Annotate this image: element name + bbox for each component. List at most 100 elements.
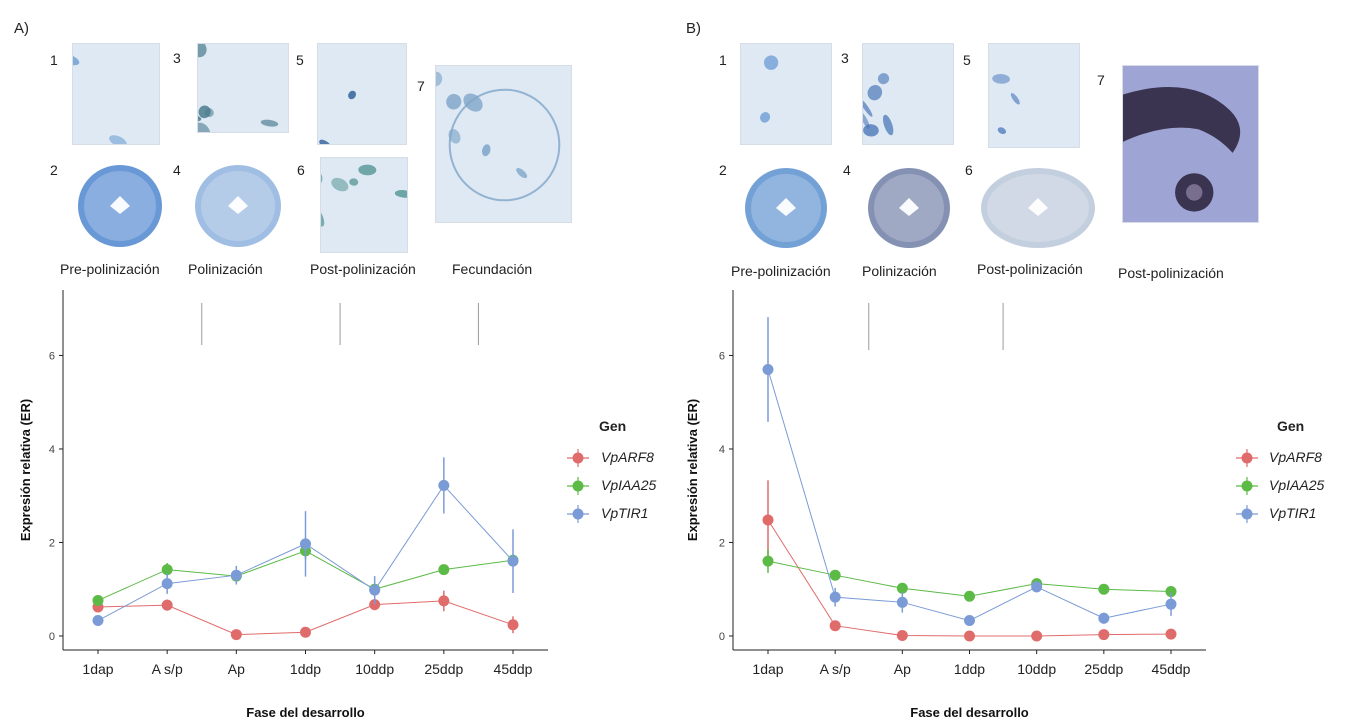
data-point-vpiaa25: [1165, 586, 1177, 598]
data-point-vparf8: [230, 629, 242, 641]
panel-a-line-chart: 0 2 4 6 1dap A s/p Ap 1ddp 10ddp 25ddp 45ddp Fase d…: [18, 290, 548, 720]
x-tick-label: Ap: [894, 661, 911, 677]
data-point-vparf8: [507, 619, 519, 631]
x-tick-label: 1ddp: [954, 661, 985, 677]
y-tick-label: 2: [49, 537, 55, 549]
panel-a-legend-label-vptir1: VpTIR1: [601, 505, 649, 521]
panel-b-image-6-number: 6: [965, 162, 973, 178]
panel-a-image-6-number: 6: [297, 162, 305, 178]
data-point-vptir1: [507, 555, 519, 567]
data-point-vparf8: [1165, 628, 1177, 640]
data-point-vparf8: [300, 626, 311, 638]
data-point-vptir1: [762, 363, 774, 375]
panel-a-image-7-number: 7: [417, 78, 425, 94]
panel-a-image-3-number: 3: [173, 50, 181, 66]
panel-b-stage-post-pollination: Post-polinización: [977, 261, 1083, 277]
panel-b-micrograph-7: [1122, 65, 1259, 223]
data-point-vptir1: [1098, 612, 1110, 624]
panel-a-image-4-number: 4: [173, 162, 181, 178]
data-point-vparf8: [829, 620, 841, 632]
x-tick-label: A s/p: [820, 661, 851, 677]
y-tick-label: 2: [719, 537, 725, 549]
x-tick-label: 10ddp: [355, 661, 394, 677]
x-axis-label: Fase del desarrollo: [910, 705, 1029, 720]
y-axis-label: Expresión relativa (ER): [18, 399, 33, 541]
panel-a-label: A): [14, 20, 29, 37]
panel-b-micrograph-2: [742, 165, 830, 251]
panel-a-micrograph-3: [197, 43, 289, 133]
panel-a-micrograph-7: [435, 65, 572, 223]
panel-a-stage-post-pollination: Post-polinización: [310, 261, 416, 277]
data-point-vpiaa25: [829, 569, 841, 581]
panel-b-legend-label-vparf8: VpARF8: [1269, 449, 1322, 465]
x-tick-label: 1dap: [82, 661, 113, 677]
data-point-vpiaa25: [92, 594, 104, 606]
panel-b-line-chart: 0 2 4 6 1dap A s/p Ap 1ddp 10ddp 25ddp 45ddp Fase d…: [685, 290, 1206, 720]
panel-a-image-2-number: 2: [50, 162, 58, 178]
data-point-vpiaa25: [161, 564, 173, 576]
data-point-vptir1: [438, 479, 450, 491]
data-point-vparf8: [438, 595, 450, 607]
panel-a-micrograph-2: [75, 162, 165, 250]
data-point-vptir1: [1031, 581, 1043, 593]
data-point-vptir1: [369, 584, 381, 596]
panel-a-micrograph-1: [72, 43, 160, 145]
data-point-vparf8: [161, 599, 173, 611]
y-tick-label: 4: [719, 444, 725, 456]
y-tick-label: 6: [49, 350, 55, 362]
y-tick-label: 0: [49, 631, 55, 643]
data-point-vparf8: [1098, 629, 1110, 641]
panel-b-stage-post-pollination-2: Post-polinización: [1118, 265, 1224, 281]
x-tick-label: 10ddp: [1017, 661, 1056, 677]
x-tick-label: Ap: [228, 661, 245, 677]
panel-a-legend-key-vptir1: [567, 505, 589, 523]
panel-a-legend-key-vpiaa25: [567, 477, 589, 495]
panel-b-legend-title: Gen: [1277, 418, 1305, 434]
panel-b-image-4-number: 4: [843, 162, 851, 178]
panel-b-legend-label-vpiaa25: VpIAA25: [1269, 477, 1325, 493]
panel-b-micrograph-3: [862, 43, 954, 145]
data-point-vpiaa25: [964, 590, 975, 602]
panel-b-label: B): [686, 20, 701, 37]
data-point-vparf8: [964, 630, 975, 642]
x-tick-label: 45ddp: [494, 661, 533, 677]
panel-b-image-2-number: 2: [719, 162, 727, 178]
panel-a-image-1-number: 1: [50, 52, 58, 68]
x-axis-label: Fase del desarrollo: [246, 705, 365, 720]
data-point-vptir1: [300, 538, 311, 550]
data-point-vptir1: [230, 569, 242, 581]
panel-b-image-3-number: 3: [841, 50, 849, 66]
y-tick-label: 6: [719, 350, 725, 362]
panel-a-stage-fertilization: Fecundación: [452, 261, 533, 277]
panel-a-stage-pre-pollination: Pre-polinización: [60, 261, 160, 277]
x-tick-label: 25ddp: [424, 661, 463, 677]
x-tick-label: A s/p: [152, 661, 183, 677]
y-tick-label: 4: [49, 444, 55, 456]
y-tick-label: 0: [719, 631, 725, 643]
panel-a-stage-pollination: Polinización: [188, 261, 263, 277]
y-axis-label: Expresión relativa (ER): [685, 399, 700, 541]
panel-a-legend-title: Gen: [599, 418, 627, 434]
x-tick-label: 1ddp: [290, 661, 321, 677]
data-point-vptir1: [92, 615, 104, 627]
panel-a-micrograph-5: [317, 43, 407, 145]
data-point-vpiaa25: [762, 555, 774, 567]
series-line-vptir1: [767, 369, 1172, 622]
data-point-vptir1: [161, 578, 173, 590]
panel-b-stage-pre-pollination: Pre-polinización: [731, 263, 831, 279]
data-point-vparf8: [369, 599, 381, 611]
panel-a-micrograph-6: [320, 157, 408, 253]
panel-b-micrograph-5: [988, 43, 1080, 148]
data-point-vptir1: [896, 596, 908, 608]
panel-a-micrograph-4: [192, 162, 284, 250]
data-point-vparf8: [762, 514, 774, 526]
panel-a-image-5-number: 5: [296, 52, 304, 68]
x-tick-label: 1dap: [752, 661, 783, 677]
panel-b-micrograph-6: [978, 165, 1098, 251]
data-point-vparf8: [1031, 630, 1043, 642]
panel-b-micrograph-4: [865, 165, 953, 251]
data-point-vpiaa25: [438, 564, 450, 576]
panel-b-micrograph-1: [740, 43, 832, 145]
data-point-vpiaa25: [896, 582, 908, 594]
x-tick-label: 45ddp: [1152, 661, 1191, 677]
